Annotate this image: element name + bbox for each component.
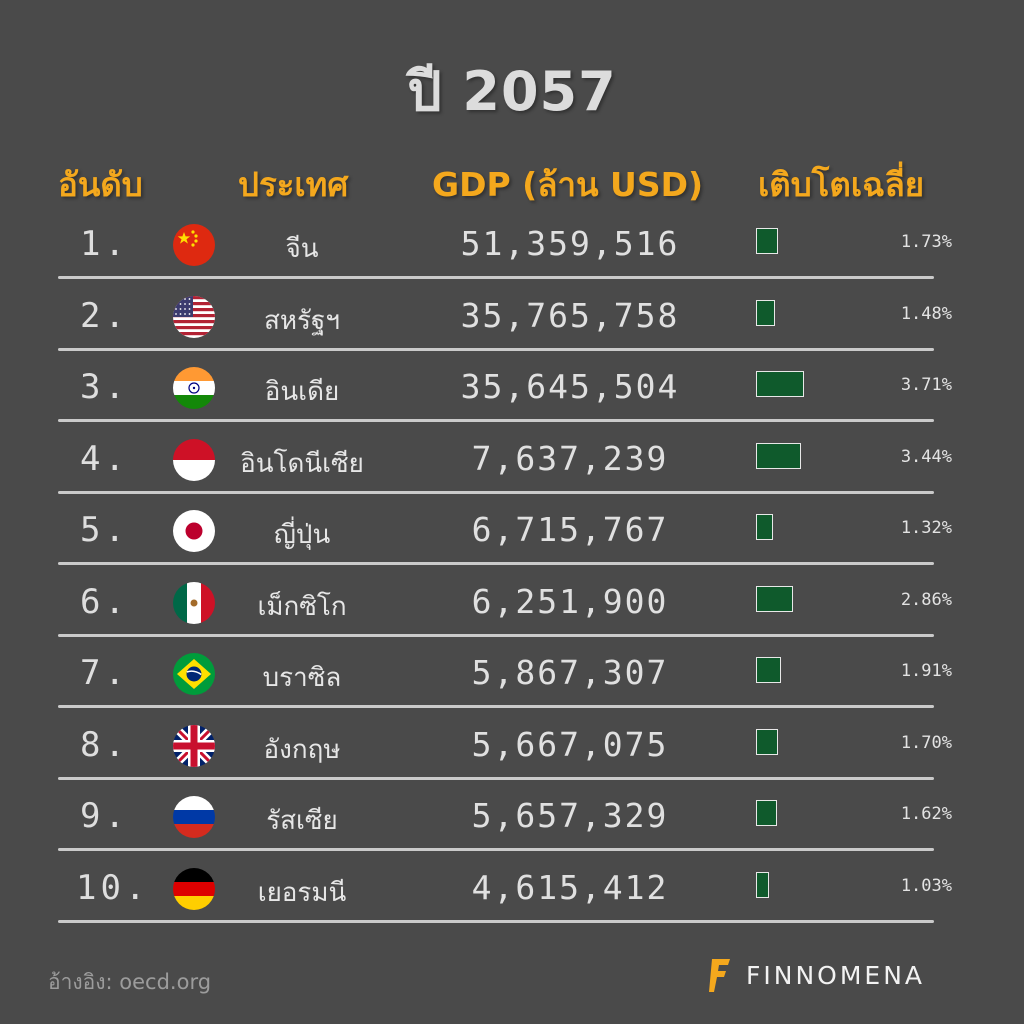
growth-bar [756, 371, 804, 397]
row-divider [58, 276, 934, 279]
finnomena-logo-icon [709, 959, 730, 992]
row-divider [58, 562, 934, 565]
country-name: อินเดีย [264, 377, 340, 407]
table-row: 3. อินเดีย 35,645,504 3.71% [0, 361, 1024, 433]
mexico-flag-icon [173, 581, 215, 624]
japan-flag-icon [173, 510, 215, 552]
country-name: เยอรมนี [257, 877, 347, 908]
table-row: 7. บราซิล 5,867,307 1.91% [0, 647, 1024, 719]
growth-bar [756, 657, 781, 683]
growth-value: 2.86% [900, 589, 952, 610]
header-rank: อันดับ [58, 165, 143, 204]
growth-value: 1.03% [900, 875, 952, 896]
china-flag-icon [173, 224, 215, 266]
growth-value: 3.44% [900, 446, 952, 467]
germany-flag-icon [173, 867, 215, 910]
rank-label: 8. [80, 724, 129, 765]
rank-label: 5. [80, 510, 129, 550]
gdp-value: 5,657,329 [471, 796, 669, 835]
growth-value: 1.70% [900, 732, 952, 753]
country-name: สหรัฐฯ [264, 305, 340, 336]
country-name: อังกฤษ [263, 734, 341, 765]
gdp-value: 7,637,239 [471, 438, 669, 478]
growth-bar [756, 442, 801, 469]
growth-bar [756, 585, 793, 612]
country-name: อินโดนีเซีย [240, 448, 364, 479]
growth-value: 1.48% [900, 303, 952, 324]
growth-bar [756, 228, 778, 254]
uk-flag-icon [173, 724, 215, 767]
growth-bar [756, 728, 778, 755]
brazil-flag-icon [173, 653, 215, 695]
table-row: 8. อังกฤษ 5,667,075 1.70% [0, 719, 1024, 791]
table-row: 1. จีน 51,359,516 1.73% [0, 218, 1024, 290]
row-divider [58, 490, 934, 494]
row-divider [58, 419, 934, 422]
brand-name: FINNOMENA [746, 960, 926, 990]
table-row: 10. เยอรมนี 4,615,412 1.03% [0, 862, 1024, 934]
rank-label: 9. [80, 796, 129, 836]
table-row: 9. รัสเซีย 5,657,329 1.62% [0, 790, 1024, 862]
country-name: รัสเซีย [266, 806, 338, 836]
gdp-value: 51,359,516 [460, 224, 680, 263]
gdp-value: 35,645,504 [460, 367, 680, 406]
rank-label: 4. [80, 438, 129, 479]
growth-value: 1.73% [900, 232, 952, 252]
growth-value: 1.32% [900, 518, 952, 538]
gdp-value: 6,251,900 [471, 581, 669, 621]
usa-flag-icon [173, 295, 215, 338]
table-row: 2. สหรัฐฯ 35,765,758 1.48% [0, 290, 1024, 362]
table-row: 4. อินโดนีเซีย 7,637,239 3.44% [0, 433, 1024, 505]
table-row: 5. ญี่ปุ่น 6,715,767 1.32% [0, 504, 1024, 576]
row-divider [58, 919, 934, 923]
gdp-value: 4,615,412 [471, 867, 669, 907]
growth-value: 3.71% [900, 375, 952, 395]
rank-label: 1. [80, 224, 129, 264]
growth-bar [756, 299, 775, 326]
page-title: ปี 2057 [407, 60, 617, 123]
row-divider [58, 776, 934, 780]
country-name: เม็กซิโก [257, 591, 347, 622]
header-gdp: GDP (ล้าน USD) [432, 165, 704, 204]
row-divider [58, 347, 934, 351]
rank-label: 2. [80, 295, 129, 336]
rank-label: 6. [80, 581, 129, 622]
growth-value: 1.62% [900, 804, 952, 824]
rank-label: 3. [80, 367, 129, 407]
country-name: ญี่ปุ่น [273, 520, 331, 550]
growth-bar [756, 871, 769, 898]
indonesia-flag-icon [173, 438, 215, 481]
growth-bar [756, 800, 777, 826]
rank-label: 7. [80, 653, 129, 693]
growth-value: 1.91% [900, 661, 952, 681]
gdp-value: 6,715,767 [471, 510, 669, 549]
india-flag-icon [173, 367, 215, 409]
growth-bar [756, 514, 773, 540]
gdp-value: 5,867,307 [471, 653, 669, 692]
country-name: บราซิล [262, 663, 342, 693]
table-row: 6. เม็กซิโก 6,251,900 2.86% [0, 576, 1024, 648]
brand-logo: FINNOMENA [708, 952, 925, 998]
header-country: ประเทศ [238, 165, 349, 204]
row-divider [58, 705, 934, 708]
rank-label: 10. [76, 867, 150, 908]
gdp-value: 35,765,758 [460, 295, 680, 335]
gdp-value: 5,667,075 [471, 724, 669, 764]
russia-flag-icon [173, 796, 215, 838]
row-divider [58, 633, 934, 637]
source-note: อ้างอิง: oecd.org [48, 970, 212, 994]
country-name: จีน [285, 234, 319, 264]
row-divider [58, 848, 934, 851]
header-growth: เติบโตเฉลี่ย [758, 165, 925, 204]
